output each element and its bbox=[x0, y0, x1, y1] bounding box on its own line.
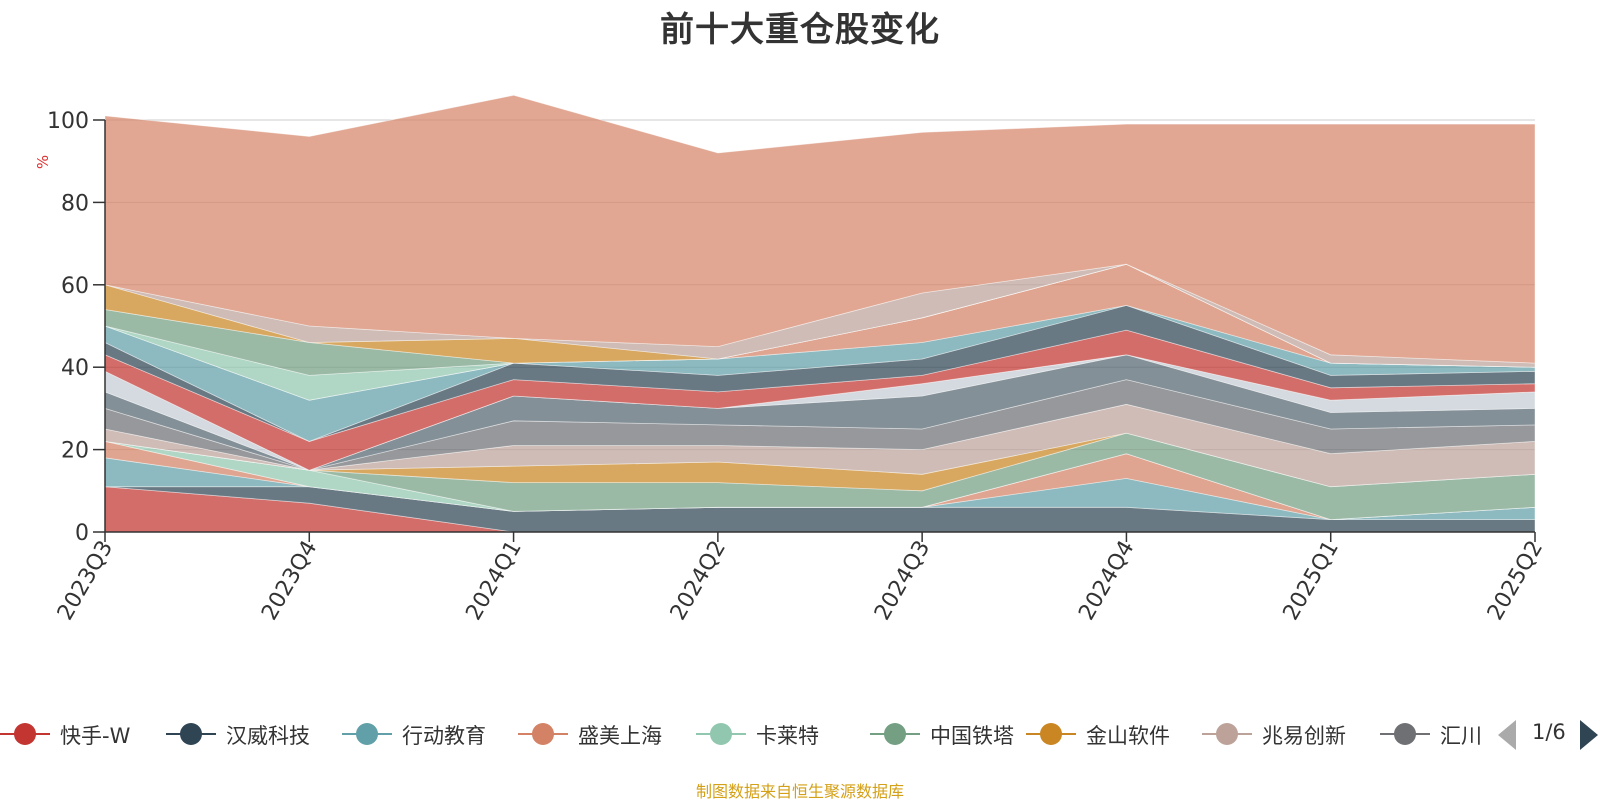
legend-item[interactable]: 汉威科技 bbox=[166, 714, 336, 754]
legend-marker-icon bbox=[884, 723, 906, 745]
legend-marker-icon bbox=[1040, 723, 1062, 745]
x-tick-label: 2025Q1 bbox=[1279, 537, 1344, 625]
y-tick-label: 100 bbox=[47, 109, 89, 134]
legend-marker-icon bbox=[356, 723, 378, 745]
legend-marker-icon bbox=[532, 723, 554, 745]
y-tick-label: 60 bbox=[61, 274, 89, 299]
legend-marker-icon bbox=[14, 723, 36, 745]
area-series-other-19 bbox=[104, 94, 1536, 364]
legend-page-indicator: 1/6 bbox=[1532, 720, 1566, 744]
x-tick-label: 2023Q3 bbox=[53, 537, 118, 625]
y-tick-label: 0 bbox=[75, 521, 89, 546]
legend-item[interactable]: 中国铁塔 bbox=[870, 714, 1040, 754]
legend-label: 中国铁塔 bbox=[930, 724, 1014, 748]
y-tick-label: 40 bbox=[61, 356, 89, 381]
y-axis-label: % bbox=[34, 155, 52, 169]
x-tick-label: 2025Q2 bbox=[1483, 537, 1548, 625]
x-tick-label: 2023Q4 bbox=[257, 537, 322, 625]
legend-item[interactable]: 金山软件 bbox=[1026, 714, 1196, 754]
area-series bbox=[104, 94, 1536, 533]
legend-marker-icon bbox=[710, 723, 732, 745]
x-tick-label: 2024Q1 bbox=[461, 537, 526, 625]
legend-label: 盛美上海 bbox=[578, 724, 662, 748]
legend: 快手-W 汉威科技 行动教育 盛美上海 卡莱特 中国铁塔 金山软件 兆易创新 汇川 bbox=[0, 714, 1600, 754]
legend-pager: 1/6 bbox=[1498, 714, 1598, 754]
legend-item[interactable]: 兆易创新 bbox=[1202, 714, 1372, 754]
y-tick-label: 20 bbox=[61, 439, 89, 464]
legend-marker-icon bbox=[1394, 723, 1416, 745]
legend-prev-page-button[interactable] bbox=[1498, 720, 1516, 750]
legend-item[interactable]: 快手-W bbox=[0, 714, 170, 754]
legend-label: 汇川 bbox=[1440, 724, 1482, 748]
stacked-area-chart: 0 20 40 60 80 100 2023Q3 2023Q4 2024Q1 2024Q2 2024… bbox=[34, 94, 1548, 625]
legend-label: 汉威科技 bbox=[226, 724, 310, 748]
legend-item[interactable]: 汇川 bbox=[1380, 714, 1490, 754]
source-note: 制图数据来自恒生聚源数据库 bbox=[695, 782, 904, 801]
chart-title: 前十大重仓股变化 bbox=[660, 10, 940, 50]
y-tick-label: 80 bbox=[61, 191, 89, 216]
x-tick-label: 2024Q4 bbox=[1074, 537, 1139, 625]
legend-label: 行动教育 bbox=[402, 724, 486, 748]
legend-label: 金山软件 bbox=[1086, 724, 1170, 748]
legend-next-page-button[interactable] bbox=[1580, 720, 1598, 750]
legend-item[interactable]: 卡莱特 bbox=[696, 714, 866, 754]
legend-item[interactable]: 行动教育 bbox=[342, 714, 512, 754]
legend-marker-icon bbox=[180, 723, 202, 745]
legend-item[interactable]: 盛美上海 bbox=[518, 714, 688, 754]
legend-marker-icon bbox=[1216, 723, 1238, 745]
legend-label: 卡莱特 bbox=[756, 724, 819, 748]
x-tick-label: 2024Q3 bbox=[870, 537, 935, 625]
legend-label: 快手-W bbox=[60, 724, 131, 748]
x-tick-label: 2024Q2 bbox=[666, 537, 731, 625]
legend-label: 兆易创新 bbox=[1262, 724, 1346, 748]
